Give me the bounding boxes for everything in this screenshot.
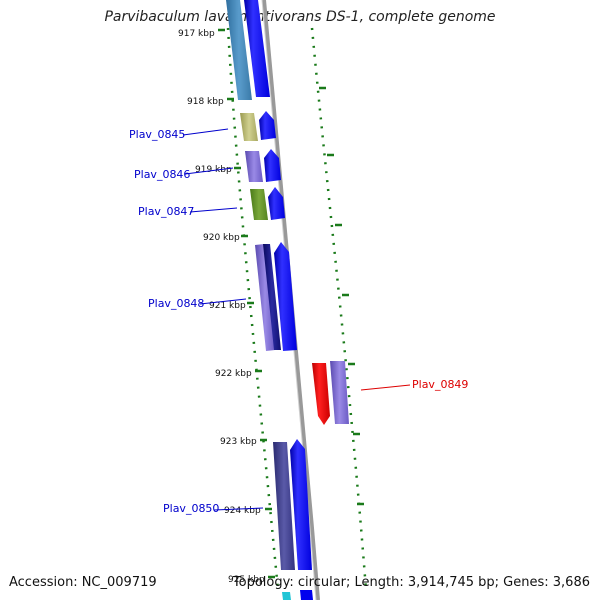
gene-feature-plav-0845 <box>240 113 258 141</box>
kbp-label: 923 kbp <box>220 437 257 447</box>
gene-label-plav-0848[interactable]: Plav_0848 <box>148 297 204 310</box>
gene-arrow-plav-0849 <box>312 363 330 425</box>
gene-arrow-plav-0848 <box>274 242 297 351</box>
leader-line-plav-0846 <box>184 167 234 175</box>
gene-arrow-plav-0846 <box>264 149 281 182</box>
gene-arrow-top-blue <box>244 0 270 97</box>
gene-label-plav-0847[interactable]: Plav_0847 <box>138 205 194 218</box>
gene-label-plav-0845[interactable]: Plav_0845 <box>129 128 185 141</box>
accession-label: Accession: <box>9 575 78 590</box>
gene-feature-plav-0848-b <box>263 244 281 350</box>
leader-line-plav-0847 <box>189 207 238 213</box>
gene-arrow-bottom-blue <box>300 590 313 600</box>
accession-value: NC_009719 <box>81 575 157 590</box>
gene-label-plav-0846[interactable]: Plav_0846 <box>134 168 190 181</box>
gene-feature-plav-0846 <box>245 151 263 182</box>
accession-info: Accession: NC_009719 <box>9 575 157 590</box>
gene-label-plav-0849[interactable]: Plav_0849 <box>412 378 468 391</box>
map-title: Parvibaculum lavamentivorans DS-1, compl… <box>104 9 496 25</box>
gene-feature-bottom-cyan <box>282 592 291 600</box>
gene-arrow-plav-0847 <box>268 187 285 220</box>
kbp-label: 921 kbp <box>209 301 246 311</box>
leader-line-plav-0850 <box>213 507 264 511</box>
gene-arrow-plav-0845 <box>259 111 276 140</box>
kbp-label: 918 kbp <box>187 97 224 107</box>
leader-line-plav-0849 <box>360 384 411 391</box>
kbp-label: 917 kbp <box>178 29 215 39</box>
topology-info: Topology: circular; Length: 3,914,745 bp… <box>232 575 590 590</box>
gene-feature-plav-0849 <box>330 361 349 424</box>
leader-line-plav-0845 <box>182 128 229 136</box>
kbp-scale: 917 kbp 918 kbp 919 kbp 920 kbp 921 kbp … <box>178 28 275 585</box>
kbp-label: 922 kbp <box>215 369 252 379</box>
gene-feature-top-steel <box>226 0 252 100</box>
gene-arrow-plav-0850 <box>290 439 312 570</box>
gene-feature-plav-0850 <box>273 442 295 570</box>
inner-ring-right <box>310 27 368 591</box>
kbp-label: 925 kbp <box>228 575 265 585</box>
gene-feature-plav-0847 <box>250 189 268 220</box>
kbp-label: 920 kbp <box>203 233 240 243</box>
gene-label-plav-0850[interactable]: Plav_0850 <box>163 502 219 515</box>
kbp-label: 924 kbp <box>224 506 261 516</box>
gene-feature-plav-0848-a <box>255 244 275 351</box>
inner-ticks <box>319 86 364 506</box>
leader-line-plav-0848 <box>199 298 247 305</box>
